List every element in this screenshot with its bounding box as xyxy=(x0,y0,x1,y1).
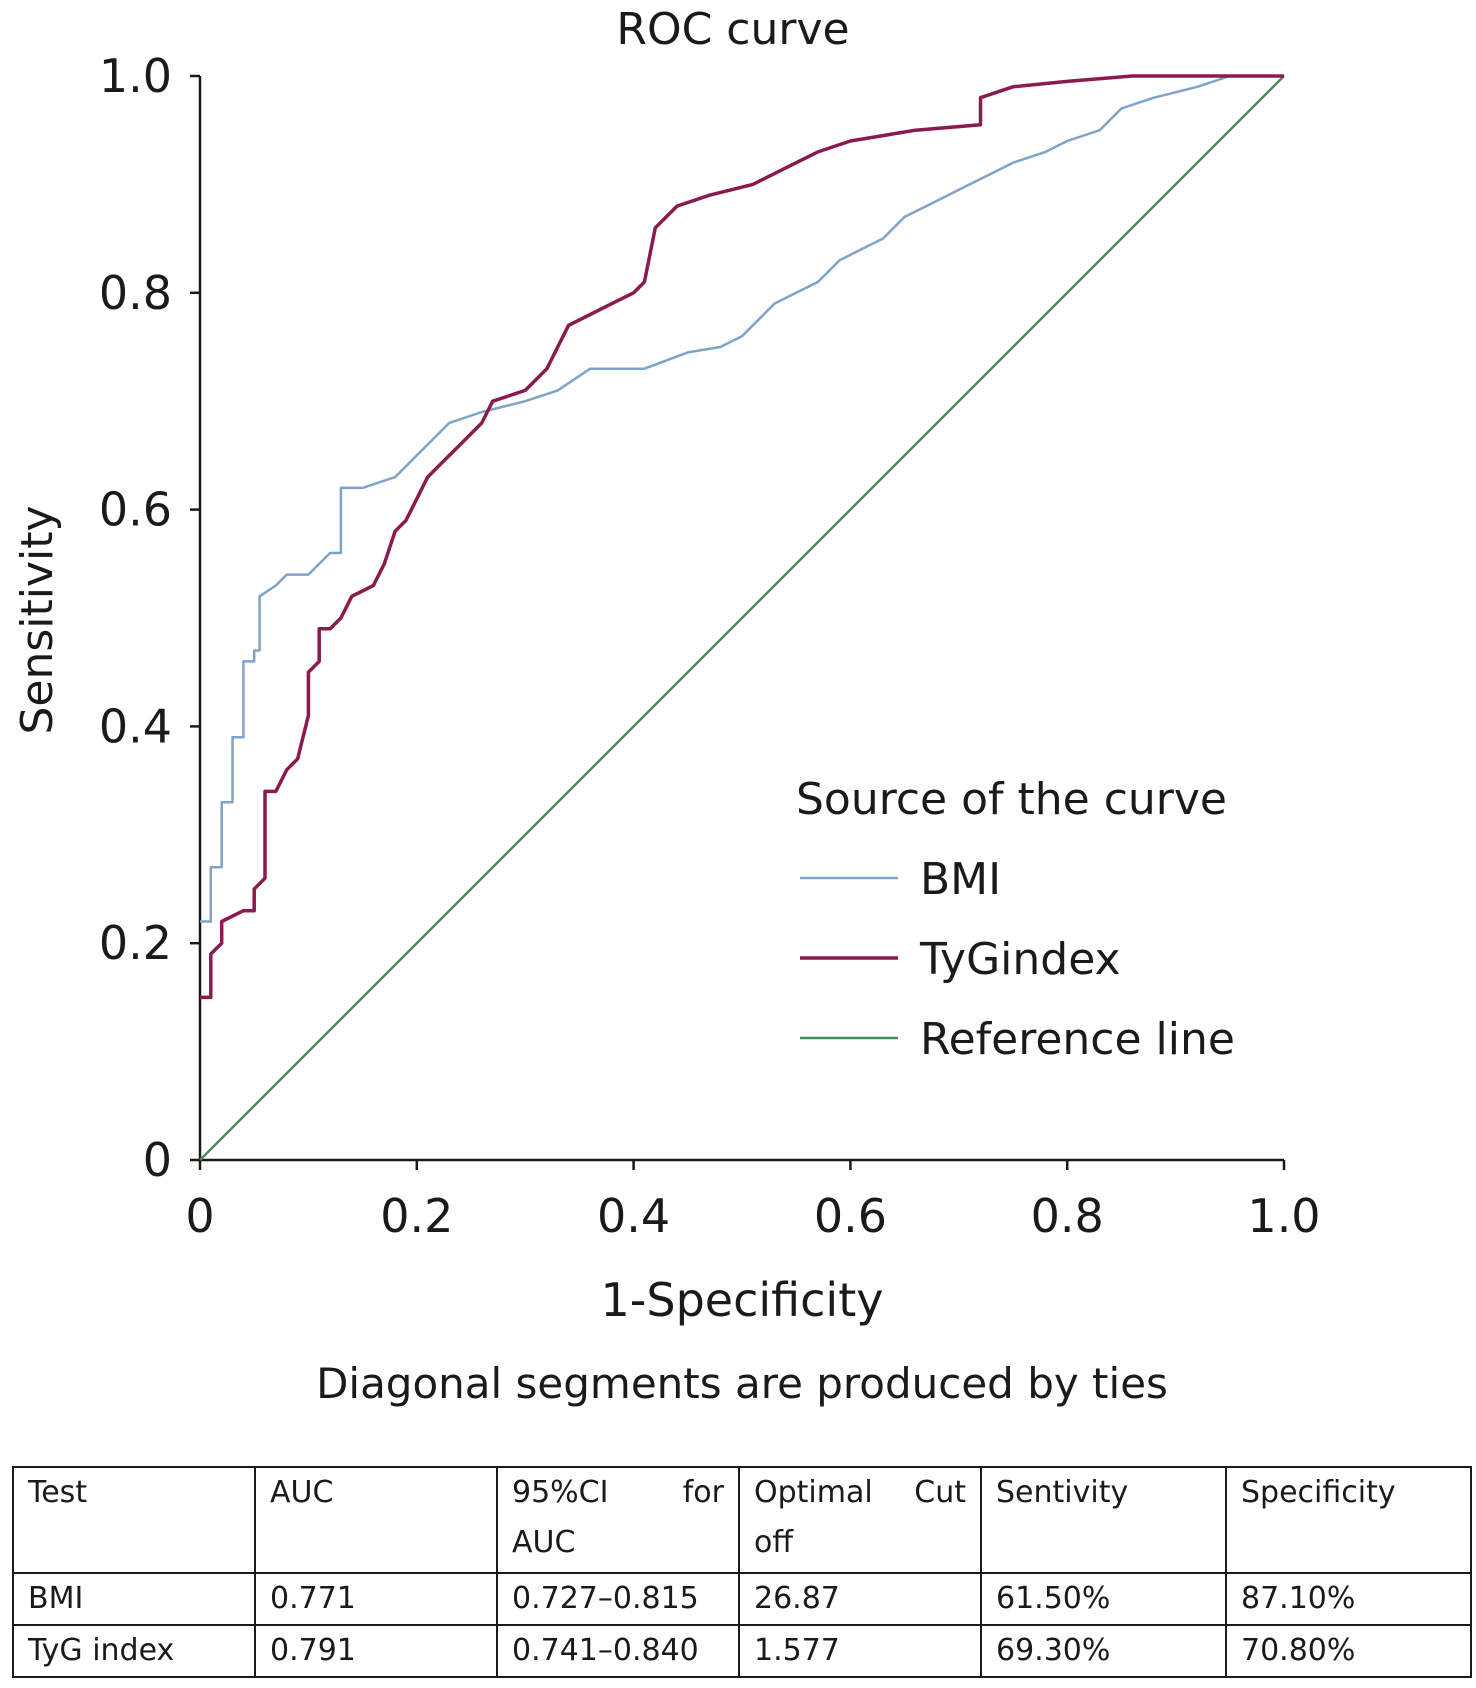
y-tick-label: 1.0 xyxy=(99,49,172,103)
y-axis-label: Sensitivity xyxy=(12,505,63,734)
table-cell: 0.741–0.840 xyxy=(496,1624,740,1678)
table-cell: 0.791 xyxy=(254,1624,498,1678)
roc-chart: ROC curve 00 0.2 0.2 0.4 0.4 0.6 0.6 0.8 0.8 1.0 1… xyxy=(12,4,1321,1408)
table-cell: 70.80% xyxy=(1225,1624,1472,1678)
header-text: Test xyxy=(28,1475,88,1510)
y-tick-label: 0.8 xyxy=(99,266,172,320)
table-cell: 1.577 xyxy=(738,1624,982,1678)
table-cell: 87.10% xyxy=(1225,1572,1472,1626)
series-line-reference-line xyxy=(199,75,1285,1161)
y-tick-label: 0.2 xyxy=(99,916,172,970)
chart-title: ROC curve xyxy=(616,4,849,55)
x-tick-label: 0.4 xyxy=(597,1189,670,1243)
header-text: for xyxy=(682,1475,724,1510)
table-cell: 0.727–0.815 xyxy=(496,1572,740,1626)
legend-label: BMI xyxy=(920,854,1001,905)
x-axis-label: 1-Specificity xyxy=(601,1273,884,1327)
y-tick-label: 0.6 xyxy=(99,483,172,537)
table-cell: TyG index xyxy=(12,1624,256,1678)
results-table: Test AUC 95%CI for AUC Optimal Cut off S… xyxy=(12,1466,1472,1678)
x-tick-label: 0 xyxy=(185,1189,214,1243)
header-text: AUC xyxy=(270,1475,334,1510)
series-line-bmi xyxy=(200,74,1284,923)
x-tick-label: 1.0 xyxy=(1247,1189,1320,1243)
legend-title: Source of the curve xyxy=(796,774,1227,825)
header-cutoff: Optimal Cut off xyxy=(738,1466,982,1574)
y-tick-label: 0.4 xyxy=(99,699,172,753)
tick-labels: 00 0.2 0.2 0.4 0.4 0.6 0.6 0.8 0.8 1.0 1.0 xyxy=(99,49,1321,1243)
table-cell: 26.87 xyxy=(738,1572,982,1626)
x-tick-label: 0.6 xyxy=(814,1189,887,1243)
table-cell: BMI xyxy=(12,1572,256,1626)
chart-footnote: Diagonal segments are produced by ties xyxy=(316,1359,1168,1408)
header-text: Optimal xyxy=(754,1475,873,1510)
header-specificity: Specificity xyxy=(1225,1466,1472,1574)
header-text: Sentivity xyxy=(996,1475,1129,1510)
x-tick-label: 0.8 xyxy=(1031,1189,1104,1243)
table-cell: 0.771 xyxy=(254,1572,498,1626)
series-line-tygindex xyxy=(200,74,1284,1000)
legend: Source of the curve BMI TyGindex Reference… xyxy=(796,774,1235,1065)
header-sensitivity: Sentivity xyxy=(980,1466,1227,1574)
legend-label: Reference line xyxy=(920,1014,1235,1065)
header-text: 95%CI xyxy=(512,1475,609,1510)
header-auc: AUC xyxy=(254,1466,498,1574)
header-ci: 95%CI for AUC xyxy=(496,1466,740,1574)
table-row: TyG index 0.791 0.741–0.840 1.577 69.30%… xyxy=(12,1624,1472,1678)
legend-label: TyGindex xyxy=(919,934,1121,985)
axes xyxy=(190,74,1286,1170)
header-text: off xyxy=(754,1525,794,1560)
header-test: Test xyxy=(12,1466,256,1574)
table-row: BMI 0.771 0.727–0.815 26.87 61.50% 87.10… xyxy=(12,1572,1472,1626)
table-header-row: Test AUC 95%CI for AUC Optimal Cut off S… xyxy=(12,1466,1472,1574)
header-text: AUC xyxy=(512,1525,576,1560)
table-cell: 61.50% xyxy=(980,1572,1227,1626)
x-tick-label: 0.2 xyxy=(380,1189,453,1243)
header-text: Cut xyxy=(914,1475,966,1510)
table-cell: 69.30% xyxy=(980,1624,1227,1678)
header-text: Specificity xyxy=(1241,1475,1396,1510)
y-tick-label: 0 xyxy=(143,1133,172,1187)
series-lines xyxy=(199,74,1285,1161)
